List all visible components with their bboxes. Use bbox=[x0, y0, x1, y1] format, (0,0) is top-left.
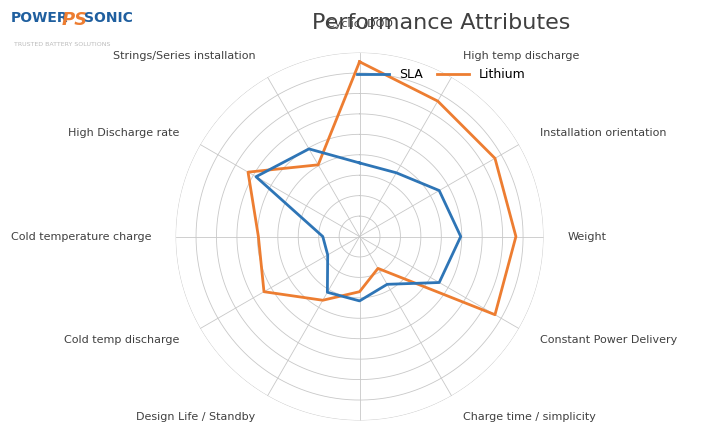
Text: Strings/Series installation: Strings/Series installation bbox=[113, 52, 256, 61]
Text: POWER: POWER bbox=[11, 11, 68, 25]
Text: Cold temperature charge: Cold temperature charge bbox=[11, 232, 152, 241]
Text: Constant Power Delivery: Constant Power Delivery bbox=[540, 336, 677, 346]
Legend: SLA, Lithium: SLA, Lithium bbox=[352, 63, 530, 86]
Text: Cyclic /DOD: Cyclic /DOD bbox=[327, 19, 392, 28]
Text: Charge time / simplicity: Charge time / simplicity bbox=[464, 412, 597, 421]
Text: High Discharge rate: High Discharge rate bbox=[68, 127, 179, 138]
Text: High temp discharge: High temp discharge bbox=[464, 52, 580, 61]
Text: Cold temp discharge: Cold temp discharge bbox=[64, 336, 179, 346]
Text: TRUSTED BATTERY SOLUTIONS: TRUSTED BATTERY SOLUTIONS bbox=[14, 42, 110, 46]
Text: SONIC: SONIC bbox=[84, 11, 133, 25]
Text: Design Life / Standby: Design Life / Standby bbox=[137, 412, 256, 421]
Text: Performance Attributes: Performance Attributes bbox=[313, 13, 570, 33]
Text: Installation orientation: Installation orientation bbox=[540, 127, 666, 138]
Text: Weight: Weight bbox=[567, 232, 607, 241]
Text: PS: PS bbox=[61, 11, 88, 29]
